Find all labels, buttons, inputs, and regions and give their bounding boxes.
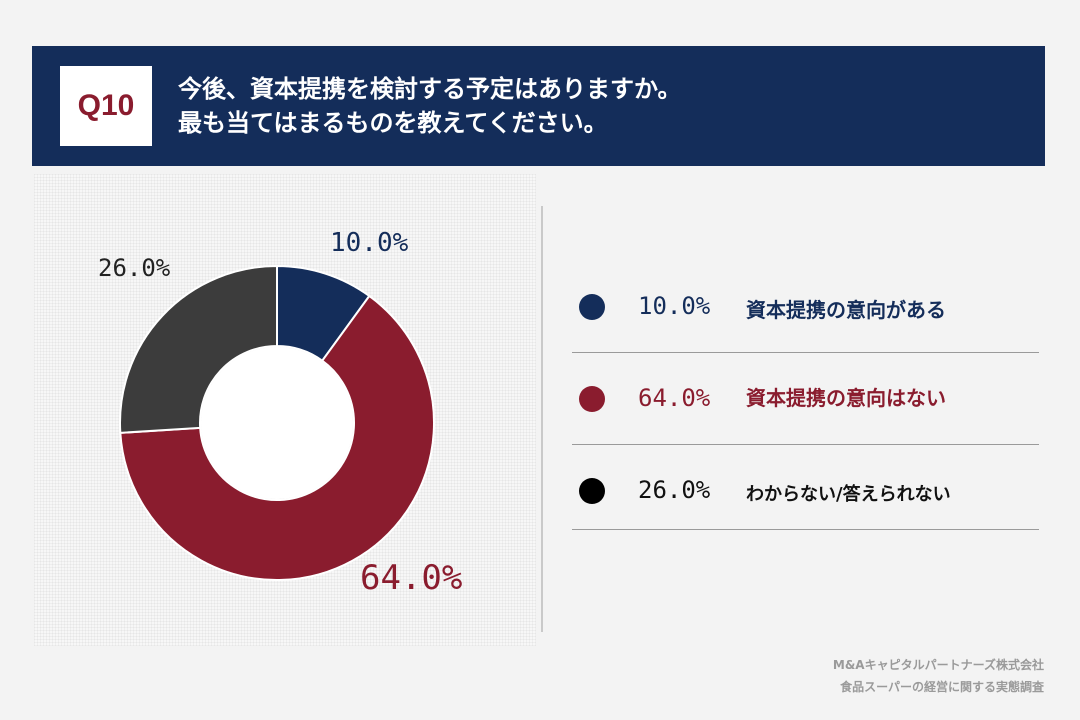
legend-label-negative: 資本提携の意向はない: [746, 386, 946, 410]
legend-dot-unknown: [579, 478, 605, 504]
slice-label-unknown: 26.0%: [98, 254, 171, 282]
donut-chart: [119, 264, 435, 581]
legend-label-unknown: わからない/答えられない: [746, 484, 951, 505]
question-line-1: 今後、資本提携を検討する予定はありますか。: [178, 75, 682, 103]
legend-dot-positive: [579, 294, 605, 320]
legend-pct-positive: 10.0%: [638, 292, 711, 320]
slice-label-positive: 10.0%: [330, 228, 409, 258]
vertical-divider: [541, 206, 543, 632]
legend-dot-negative: [579, 386, 605, 412]
legend-pct-unknown: 26.0%: [638, 476, 711, 504]
legend-pct-negative: 64.0%: [638, 384, 711, 412]
donut-chart-panel: 10.0% 64.0% 26.0%: [34, 174, 536, 646]
legend-item-negative: 64.0% 資本提携の意向はない: [572, 352, 1039, 445]
question-line-2: 最も当てはまるものを教えてください。: [178, 109, 608, 137]
donut-slice-unknown: [119, 264, 278, 434]
legend-item-positive: 10.0% 資本提携の意向がある: [572, 260, 1039, 353]
question-text: 今後、資本提携を検討する予定はありますか。 最も当てはまるものを教えてください。: [178, 72, 682, 140]
donut-hole: [201, 347, 353, 499]
donut-slice-negative: [119, 294, 435, 581]
source-note: M&Aキャピタルパートナーズ株式会社 食品スーパーの経営に関する実態調査: [833, 654, 1044, 698]
legend-label-positive: 資本提携の意向がある: [746, 298, 946, 322]
question-header: Q10 今後、資本提携を検討する予定はありますか。 最も当てはまるものを教えてく…: [32, 46, 1045, 166]
question-number-badge: Q10: [60, 66, 152, 146]
slice-label-negative: 64.0%: [360, 558, 463, 598]
legend-item-unknown: 26.0% わからない/答えられない: [572, 444, 1039, 530]
source-company: M&Aキャピタルパートナーズ株式会社: [832, 658, 1044, 672]
source-survey: 食品スーパーの経営に関する実態調査: [840, 680, 1044, 694]
